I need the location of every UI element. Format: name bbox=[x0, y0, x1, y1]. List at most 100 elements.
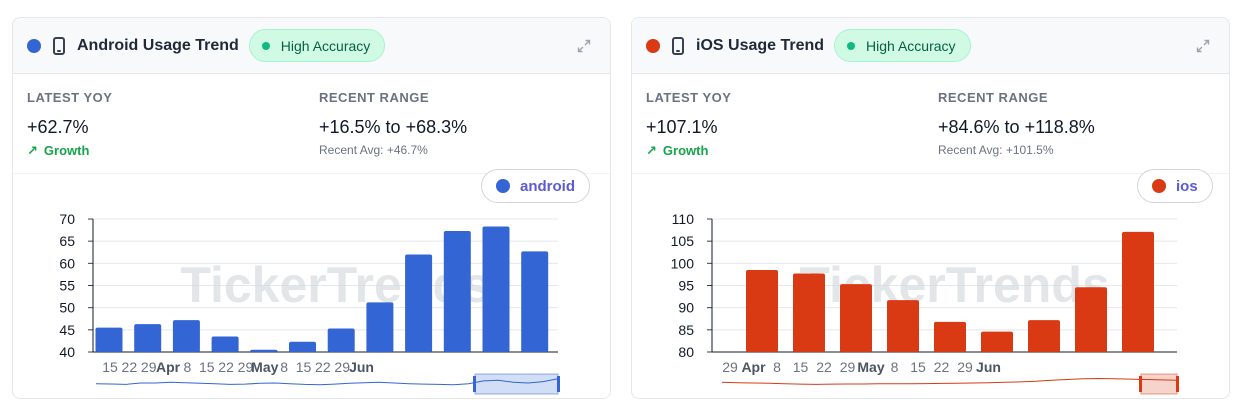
bar bbox=[981, 331, 1013, 352]
zoom-selection bbox=[474, 373, 559, 395]
x-tick-label: 8 bbox=[280, 359, 288, 375]
zoom-handle-right[interactable] bbox=[557, 376, 560, 392]
y-tick-label: 60 bbox=[59, 255, 75, 271]
bar bbox=[289, 341, 316, 352]
x-tick-label: 29 bbox=[141, 359, 157, 375]
bar bbox=[1028, 320, 1060, 352]
recent-range-block: RECENT RANGE +16.5% to +68.3% Recent Avg… bbox=[319, 90, 467, 157]
status-dot-icon bbox=[261, 41, 270, 50]
growth-label: Growth bbox=[43, 143, 90, 158]
growth-indicator: ↗ Growth bbox=[646, 143, 731, 159]
recent-avg: Recent Avg: +46.7% bbox=[319, 143, 428, 157]
bar bbox=[793, 273, 825, 352]
card-header: Android Usage Trend High Accuracy bbox=[13, 18, 610, 74]
recent-range-label: RECENT RANGE bbox=[319, 90, 430, 105]
y-tick-label: 100 bbox=[671, 255, 695, 271]
watermark: TickerTrends bbox=[180, 257, 490, 313]
card-title: iOS Usage Trend bbox=[696, 36, 825, 54]
zoom-preview-line bbox=[721, 377, 1178, 385]
bar bbox=[211, 336, 239, 352]
latest-yoy-block: LATEST YOY +62.7% ↗ Growth bbox=[27, 90, 112, 159]
x-tick-label: 15 bbox=[102, 359, 118, 375]
latest-yoy-label: LATEST YOY bbox=[27, 90, 113, 105]
x-tick-label: 29 bbox=[840, 359, 856, 375]
x-tick-label: 15 bbox=[199, 359, 215, 375]
badge-label: High Accuracy bbox=[866, 37, 956, 54]
arrow-up-right-icon: ↗ bbox=[27, 143, 38, 158]
expand-icon[interactable] bbox=[576, 38, 592, 54]
android-card: Android Usage Trend High Accuracy LATEST… bbox=[12, 17, 611, 399]
y-tick-label: 95 bbox=[678, 278, 694, 294]
growth-indicator: ↗ Growth bbox=[27, 143, 112, 159]
bar bbox=[405, 254, 433, 352]
x-tick-label: 15 bbox=[296, 359, 312, 375]
x-tick-label: Apr bbox=[156, 359, 181, 375]
stats-panel: LATEST YOY +62.7% ↗ Growth RECENT RANGE +… bbox=[13, 74, 610, 174]
x-tick-label: 22 bbox=[122, 359, 138, 375]
y-tick-label: 80 bbox=[678, 344, 694, 360]
bar bbox=[746, 269, 778, 352]
bar bbox=[521, 251, 549, 352]
accuracy-badge: High Accuracy bbox=[834, 29, 971, 62]
x-tick-label: Apr bbox=[741, 359, 766, 375]
bar bbox=[934, 321, 966, 352]
legend-android[interactable]: android bbox=[481, 169, 590, 203]
zoom-handle-right[interactable] bbox=[1176, 376, 1179, 392]
latest-yoy-value: +107.1% bbox=[646, 117, 718, 137]
recent-avg: Recent Avg: +101.5% bbox=[938, 143, 1054, 157]
growth-label: Growth bbox=[662, 143, 709, 158]
x-tick-label: 15 bbox=[793, 359, 809, 375]
legend-dot bbox=[496, 179, 510, 193]
y-tick-label: 55 bbox=[59, 278, 75, 294]
x-tick-label: 29 bbox=[334, 359, 350, 375]
x-tick-label: 22 bbox=[218, 359, 234, 375]
status-dot-icon bbox=[847, 41, 856, 50]
y-tick-label: 50 bbox=[59, 300, 75, 316]
zoom-handle-left[interactable] bbox=[473, 376, 476, 392]
card-header: iOS Usage Trend High Accuracy bbox=[632, 18, 1229, 74]
latest-yoy-block: LATEST YOY +107.1% ↗ Growth bbox=[646, 90, 731, 159]
chart-area: 40 45 50 55 60 65 70 TickerTrends 15 22 29 Apr 8 15 22… bbox=[13, 169, 610, 398]
y-tick-label: 105 bbox=[671, 233, 695, 249]
y-tick-label: 70 bbox=[59, 211, 75, 227]
y-tick-label: 45 bbox=[59, 322, 75, 338]
bar bbox=[95, 327, 123, 352]
x-tick-label: 15 bbox=[910, 359, 926, 375]
x-tick-label: 29 bbox=[957, 359, 973, 375]
legend-label: android bbox=[520, 177, 575, 195]
x-tick-label: 29 bbox=[722, 359, 738, 375]
y-tick-label: 110 bbox=[672, 211, 695, 227]
x-tick-label: 22 bbox=[934, 359, 950, 375]
y-tick-label: 90 bbox=[678, 300, 694, 316]
ios-card: iOS Usage Trend High Accuracy LATEST YOY… bbox=[631, 17, 1230, 399]
recent-range-value: +84.6% to +118.8% bbox=[938, 117, 1095, 137]
stats-panel: LATEST YOY +107.1% ↗ Growth RECENT RANGE … bbox=[632, 74, 1229, 174]
bar bbox=[482, 226, 510, 352]
x-tick-label: Jun bbox=[976, 359, 1001, 375]
recent-range-block: RECENT RANGE +84.6% to +118.8% Recent Av… bbox=[938, 90, 1095, 157]
legend-dot bbox=[1152, 179, 1166, 193]
arrow-up-right-icon: ↗ bbox=[646, 143, 657, 158]
bar bbox=[1122, 231, 1154, 352]
latest-yoy-label: LATEST YOY bbox=[646, 90, 732, 105]
x-tick-label: 8 bbox=[773, 359, 781, 375]
expand-icon[interactable] bbox=[1195, 38, 1211, 54]
y-tick-label: 65 bbox=[59, 233, 75, 249]
series-color-dot bbox=[27, 38, 41, 53]
x-tick-label: 29 bbox=[238, 359, 254, 375]
recent-range-label: RECENT RANGE bbox=[938, 90, 1049, 105]
legend-ios[interactable]: ios bbox=[1137, 169, 1213, 203]
x-tick-label: May bbox=[251, 359, 278, 375]
bar bbox=[250, 349, 278, 352]
x-tick-label: 22 bbox=[315, 359, 331, 375]
accuracy-badge: High Accuracy bbox=[248, 29, 386, 62]
zoom-handle-left[interactable] bbox=[1139, 376, 1142, 392]
bar bbox=[443, 230, 471, 352]
chart-area: 80 85 90 95 100 105 110 TickerTrends 29 Apr 8 15 22 2… bbox=[632, 169, 1229, 398]
x-tick-label: Jun bbox=[349, 359, 374, 375]
bar bbox=[366, 302, 394, 352]
bar bbox=[1075, 287, 1107, 352]
series-color-dot bbox=[646, 38, 660, 53]
x-tick-label: 22 bbox=[816, 359, 832, 375]
